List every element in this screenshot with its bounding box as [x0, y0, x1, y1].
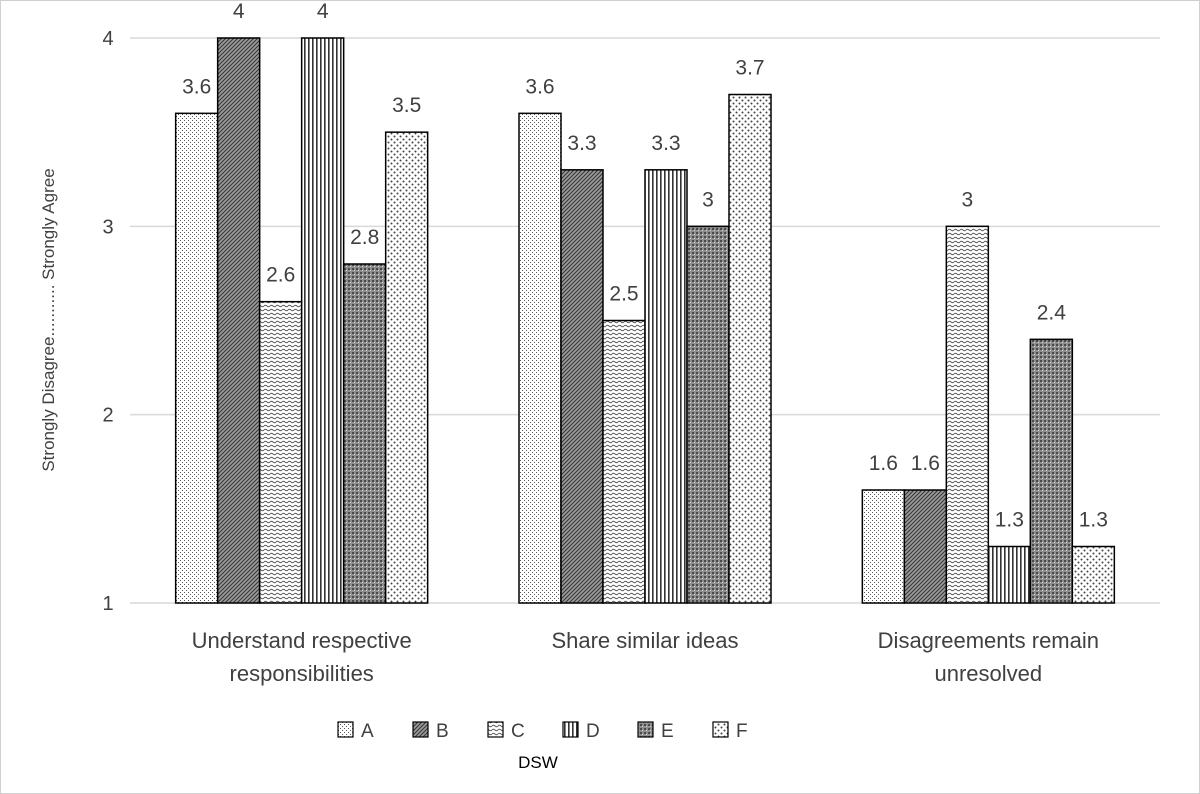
- bar-d: [644, 169, 688, 604]
- legend-swatch-b: [412, 721, 429, 738]
- legend: A B C D E F: [337, 721, 748, 742]
- data-label: 1.3: [1079, 509, 1108, 532]
- legend-swatch-a: [337, 721, 354, 738]
- data-label: 3.5: [392, 94, 421, 117]
- legend-swatch-d: [562, 721, 579, 738]
- data-label: 2.4: [1037, 301, 1067, 324]
- y-tick-label: 1: [102, 593, 113, 615]
- bar-d: [987, 545, 1032, 604]
- data-labels: 3.6 4 2.6 4 2.8 3.5 3.6 3.3 2.5 3.3 3 3.7 1.6 1.6 3 1.3…: [182, 0, 1108, 532]
- x-axis-categories: Understand respective responsibilities Sha…: [192, 628, 1099, 686]
- bar-e: [686, 225, 730, 604]
- y-axis-ticks: 1 2 3 4: [102, 28, 113, 615]
- bar-f: [384, 131, 429, 604]
- bar-c: [945, 225, 990, 604]
- data-label: 1.6: [911, 452, 940, 475]
- data-label: 3.6: [525, 75, 554, 98]
- y-tick-label: 2: [102, 405, 113, 427]
- data-label: 2.6: [266, 264, 295, 287]
- bars: [174, 37, 1116, 604]
- bar-a: [518, 112, 562, 604]
- bar-b: [216, 37, 261, 604]
- data-label: 2.5: [609, 283, 638, 306]
- data-label: 3.3: [651, 132, 680, 155]
- data-label: 3.7: [735, 57, 764, 80]
- data-label: 3: [702, 188, 714, 211]
- bar-e: [1029, 338, 1074, 604]
- bar-f: [1071, 545, 1116, 604]
- legend-label: C: [511, 721, 525, 742]
- data-label: 4: [317, 0, 329, 23]
- legend-swatch-e: [637, 721, 654, 738]
- legend-label: A: [361, 721, 374, 742]
- y-tick-label: 4: [102, 28, 113, 50]
- bar-e: [342, 263, 387, 604]
- legend-label: D: [586, 721, 600, 742]
- data-label: 2.8: [350, 226, 379, 249]
- bar-a: [174, 112, 219, 604]
- bar-b: [903, 489, 948, 604]
- legend-label: F: [736, 721, 748, 742]
- x-category-label: Share similar ideas: [551, 628, 738, 653]
- legend-swatch-c: [487, 721, 504, 738]
- legend-label: B: [436, 721, 449, 742]
- legend-label: E: [661, 721, 674, 742]
- x-category-label: Understand respective responsibilities: [192, 628, 412, 686]
- x-axis-title: DSW: [518, 753, 558, 772]
- bar-c: [602, 319, 646, 604]
- bar-d: [300, 37, 345, 604]
- bar-a: [861, 489, 906, 604]
- data-label: 3.6: [182, 75, 211, 98]
- y-axis-label: Strongly Disagree........... Strongly Ag…: [39, 168, 58, 471]
- data-label: 3: [961, 188, 973, 211]
- data-label: 4: [233, 0, 245, 23]
- data-label: 1.3: [995, 509, 1024, 532]
- y-tick-label: 3: [102, 216, 113, 238]
- data-label: 3.3: [567, 132, 596, 155]
- x-category-label: Disagreements remain unresolved: [878, 628, 1099, 686]
- data-label: 1.6: [869, 452, 898, 475]
- bar-c: [258, 300, 303, 604]
- bar-f: [728, 93, 772, 604]
- legend-swatch-f: [712, 721, 729, 738]
- bar-b: [560, 169, 604, 604]
